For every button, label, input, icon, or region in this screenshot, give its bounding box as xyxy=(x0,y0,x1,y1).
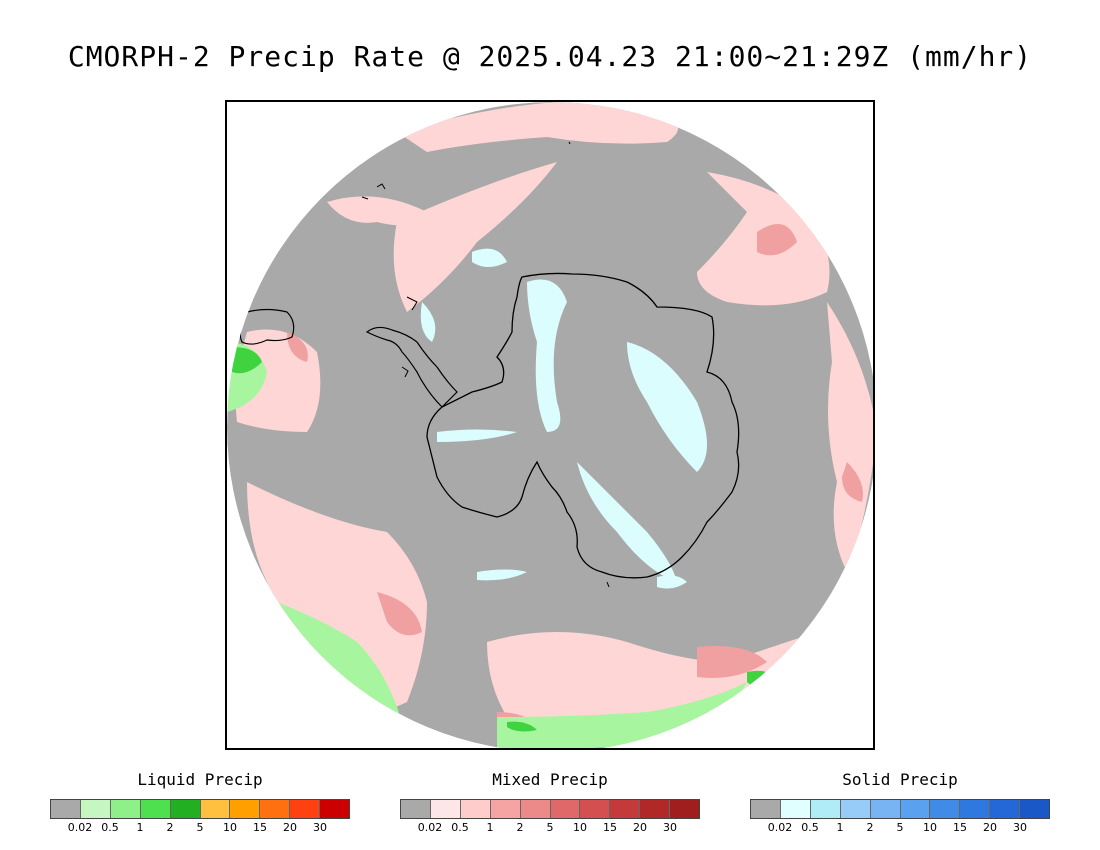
color-swatch xyxy=(780,800,811,818)
tick-label: 30 xyxy=(313,821,327,834)
tick-label: 15 xyxy=(953,821,967,834)
color-swatch xyxy=(900,800,931,818)
tick-label: 2 xyxy=(166,821,174,834)
color-swatch xyxy=(550,800,581,818)
legend-solid: Solid Precip 0.02 0.5 1 2 5 10 15 20 30 xyxy=(750,770,1050,834)
color-swatch xyxy=(170,800,201,818)
page-title: CMORPH-2 Precip Rate @ 2025.04.23 21:00~… xyxy=(67,40,1033,73)
tick-label: 20 xyxy=(633,821,647,834)
tick-label: 2 xyxy=(866,821,874,834)
tick-label: 10 xyxy=(223,821,237,834)
tick-labels: 0.02 0.5 1 2 5 10 15 20 30 xyxy=(400,819,700,834)
color-swatch xyxy=(751,800,781,818)
color-bar xyxy=(50,799,350,819)
color-swatch xyxy=(960,800,991,818)
legend-title: Solid Precip xyxy=(842,770,958,789)
color-swatch xyxy=(401,800,431,818)
legend-liquid: Liquid Precip 0.02 0.5 1 2 5 10 15 20 30 xyxy=(50,770,350,834)
antarctica-coastline xyxy=(426,272,740,579)
color-swatch xyxy=(110,800,141,818)
tick-label: 5 xyxy=(896,821,904,834)
tick-label: 0.5 xyxy=(801,821,819,834)
tick-label: 15 xyxy=(253,821,267,834)
color-swatch xyxy=(1020,800,1050,818)
solid-precip-regions xyxy=(420,248,707,589)
map-canvas xyxy=(227,102,873,748)
islands xyxy=(361,141,610,588)
mixed-precip-regions xyxy=(235,102,873,742)
color-swatch xyxy=(290,800,321,818)
color-swatch xyxy=(230,800,261,818)
south-america-tip xyxy=(239,308,295,345)
tick-label: 0.5 xyxy=(451,821,469,834)
color-swatch xyxy=(670,800,700,818)
tick-label: 0.02 xyxy=(67,821,93,834)
color-swatch xyxy=(430,800,461,818)
tick-label: 10 xyxy=(923,821,937,834)
color-swatch xyxy=(930,800,961,818)
color-swatch xyxy=(460,800,491,818)
tick-label: 10 xyxy=(573,821,587,834)
color-swatch xyxy=(640,800,671,818)
legend-title: Mixed Precip xyxy=(492,770,608,789)
color-swatch xyxy=(990,800,1021,818)
color-swatch xyxy=(140,800,171,818)
color-swatch xyxy=(260,800,291,818)
tick-label: 5 xyxy=(546,821,554,834)
tick-label: 0.5 xyxy=(101,821,119,834)
tick-label: 30 xyxy=(1013,821,1027,834)
legend-mixed: Mixed Precip 0.02 0.5 1 2 5 10 15 20 30 xyxy=(400,770,700,834)
precip-map xyxy=(225,100,875,750)
color-swatch xyxy=(580,800,611,818)
color-bar xyxy=(750,799,1050,819)
color-swatch xyxy=(200,800,231,818)
tick-label: 15 xyxy=(603,821,617,834)
tick-labels: 0.02 0.5 1 2 5 10 15 20 30 xyxy=(50,819,350,834)
tick-label: 5 xyxy=(196,821,204,834)
color-swatch xyxy=(810,800,841,818)
tick-label: 20 xyxy=(283,821,297,834)
color-swatch xyxy=(320,800,350,818)
color-swatch xyxy=(520,800,551,818)
antarctic-peninsula xyxy=(365,326,458,408)
tick-label: 1 xyxy=(136,821,144,834)
tick-label: 30 xyxy=(663,821,677,834)
color-swatch xyxy=(490,800,521,818)
tick-label: 1 xyxy=(836,821,844,834)
color-swatch xyxy=(51,800,81,818)
legend-title: Liquid Precip xyxy=(137,770,263,789)
color-swatch xyxy=(870,800,901,818)
tick-label: 1 xyxy=(486,821,494,834)
color-swatch xyxy=(840,800,871,818)
tick-label: 20 xyxy=(983,821,997,834)
color-bar xyxy=(400,799,700,819)
color-swatch xyxy=(80,800,111,818)
tick-label: 0.02 xyxy=(767,821,793,834)
tick-labels: 0.02 0.5 1 2 5 10 15 20 30 xyxy=(750,819,1050,834)
tick-label: 2 xyxy=(516,821,524,834)
tick-label: 0.02 xyxy=(417,821,443,834)
color-swatch xyxy=(610,800,641,818)
